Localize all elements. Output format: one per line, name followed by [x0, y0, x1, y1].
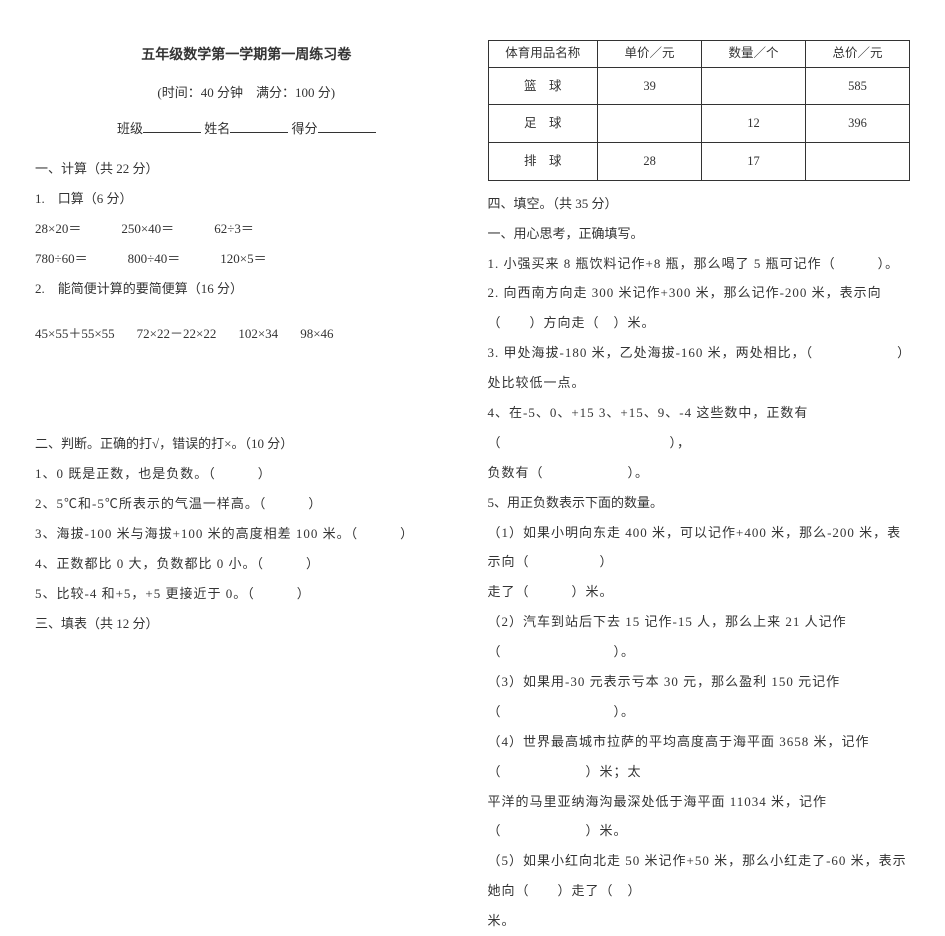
th-qty: 数量／个	[702, 41, 806, 68]
mental-calc-row-2: 780÷60＝ 800÷40＝ 120×5＝	[35, 244, 458, 274]
class-label: 班级	[117, 121, 143, 136]
exam-title: 五年级数学第一学期第一周练习卷	[35, 40, 458, 72]
calc-item: 45×55＋55×55	[35, 319, 115, 349]
cell-total: 585	[806, 67, 910, 105]
table-header-row: 体育用品名称 单价／元 数量／个 总价／元	[488, 41, 910, 68]
cell-qty	[702, 67, 806, 105]
cell-total	[806, 143, 910, 181]
calc-item: 250×40＝	[121, 214, 174, 244]
section-1-2-heading: 2. 能简便计算的要简便算（16 分）	[35, 274, 458, 304]
student-info-line: 班级 姓名 得分	[35, 114, 458, 144]
cell-name: 篮 球	[488, 67, 598, 105]
section-4-sub: 一、用心思考，正确填写。	[488, 219, 911, 249]
cell-name: 排 球	[488, 143, 598, 181]
name-blank	[230, 120, 288, 133]
judge-item: 2、5℃和-5℃所表示的气温一样高。（ ）	[35, 489, 458, 519]
fill-item-cont: 负数有（ ）。	[488, 458, 911, 488]
calc-item: 780÷60＝	[35, 244, 88, 274]
cell-qty: 17	[702, 143, 806, 181]
calc-item: 62÷3＝	[214, 214, 254, 244]
cell-qty: 12	[702, 105, 806, 143]
name-label: 姓名	[204, 121, 230, 136]
sports-table: 体育用品名称 单价／元 数量／个 总价／元 篮 球 39 585 足 球 12 …	[488, 40, 911, 181]
judge-item: 4、正数都比 0 大，负数都比 0 小。（ ）	[35, 549, 458, 579]
calc-item: 98×46	[300, 319, 333, 349]
section-2-heading: 二、判断。正确的打√，错误的打×。（10 分）	[35, 429, 458, 459]
table-row: 足 球 12 396	[488, 105, 910, 143]
simplify-row: 45×55＋55×55 72×22－22×22 102×34 98×46	[35, 319, 458, 349]
table-row: 篮 球 39 585	[488, 67, 910, 105]
table-row: 排 球 28 17	[488, 143, 910, 181]
fill-sub-item: （5）如果小红向北走 50 米记作+50 米，那么小红走了-60 米，表示她向（…	[488, 846, 911, 906]
fill-sub-item-cont: 平洋的马里亚纳海沟最深处低于海平面 11034 米，记作（ ）米。	[488, 787, 911, 847]
judge-item: 5、比较-4 和+5，+5 更接近于 0。（ ）	[35, 579, 458, 609]
section-3-heading: 三、填表（共 12 分）	[35, 609, 458, 639]
fill-sub-item: （4）世界最高城市拉萨的平均高度高于海平面 3658 米，记作（ ）米；太	[488, 727, 911, 787]
fill-sub-item-cont: 走了（ ）米。	[488, 577, 911, 607]
fill-sub-item: （3）如果用-30 元表示亏本 30 元，那么盈利 150 元记作（ ）。	[488, 667, 911, 727]
left-column: 五年级数学第一学期第一周练习卷 (时间：40 分钟 满分：100 分) 班级 姓…	[20, 40, 473, 648]
fill-item: 2. 向西南方向走 300 米记作+300 米，那么记作-200 米，表示向（ …	[488, 278, 911, 338]
fill-item: 5、用正负数表示下面的数量。	[488, 488, 911, 518]
fill-sub-item: （2）汽车到站后下去 15 记作-15 人，那么上来 21 人记作（ ）。	[488, 607, 911, 667]
class-blank	[143, 120, 201, 133]
calc-item: 800÷40＝	[128, 244, 181, 274]
fill-sub-item-cont: 米。	[488, 906, 911, 936]
exam-subtitle: (时间：40 分钟 满分：100 分)	[35, 78, 458, 108]
th-total: 总价／元	[806, 41, 910, 68]
th-name: 体育用品名称	[488, 41, 598, 68]
calc-item: 120×5＝	[220, 244, 266, 274]
cell-name: 足 球	[488, 105, 598, 143]
calc-item: 28×20＝	[35, 214, 81, 244]
calc-item: 102×34	[238, 319, 278, 349]
fill-item: 1. 小强买来 8 瓶饮料记作+8 瓶，那么喝了 5 瓶可记作（ ）。	[488, 249, 911, 279]
right-column: 体育用品名称 单价／元 数量／个 总价／元 篮 球 39 585 足 球 12 …	[473, 40, 926, 648]
score-blank	[318, 120, 376, 133]
section-1-1-heading: 1. 口算（6 分）	[35, 184, 458, 214]
cell-price: 39	[598, 67, 702, 105]
cell-price: 28	[598, 143, 702, 181]
section-1-heading: 一、计算（共 22 分）	[35, 154, 458, 184]
section-4-heading: 四、填空。（共 35 分）	[488, 189, 911, 219]
score-label: 得分	[292, 121, 318, 136]
gap	[35, 303, 458, 319]
judge-item: 1、0 既是正数，也是负数。（ ）	[35, 459, 458, 489]
cell-price	[598, 105, 702, 143]
judge-item: 3、海拔-100 米与海拔+100 米的高度相差 100 米。（ ）	[35, 519, 458, 549]
cell-total: 396	[806, 105, 910, 143]
fill-item: 3. 甲处海拔-180 米，乙处海拔-160 米，两处相比，（ ）处比较低一点。	[488, 338, 911, 398]
mental-calc-row-1: 28×20＝ 250×40＝ 62÷3＝	[35, 214, 458, 244]
work-space	[35, 349, 458, 429]
th-price: 单价／元	[598, 41, 702, 68]
calc-item: 72×22－22×22	[137, 319, 217, 349]
fill-item: 4、在-5、0、+15 3、+15、9、-4 这些数中，正数有（ ），	[488, 398, 911, 458]
fill-sub-item: （1）如果小明向东走 400 米，可以记作+400 米，那么-200 米，表示向…	[488, 518, 911, 578]
